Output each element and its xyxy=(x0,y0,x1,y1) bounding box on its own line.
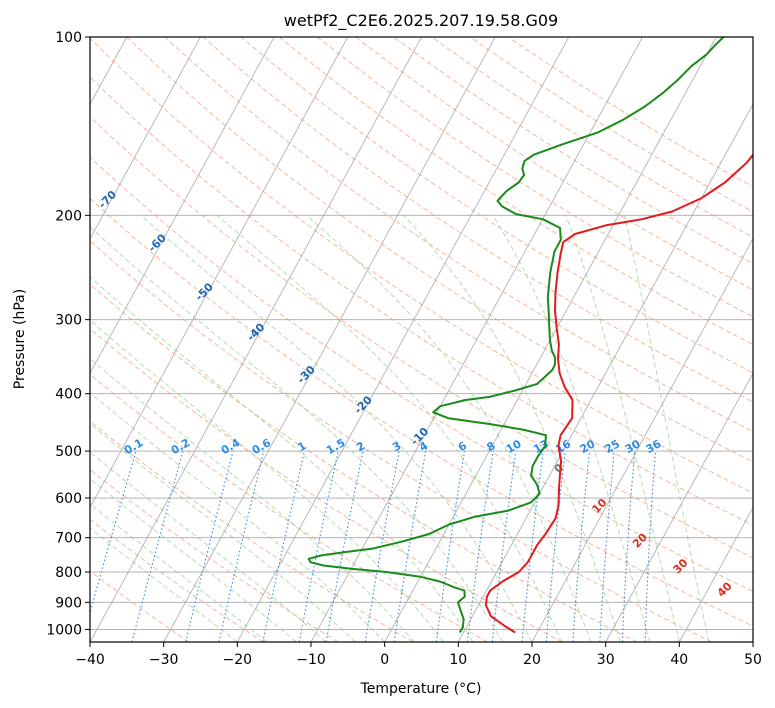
dry-adiabat xyxy=(90,283,638,642)
moist-adiabat xyxy=(90,478,297,642)
moist-adiabat xyxy=(492,215,651,642)
mixing-ratio-line xyxy=(185,450,234,642)
x-tick-label: 30 xyxy=(597,652,615,668)
dry-adiabat xyxy=(278,37,753,346)
plot-frame xyxy=(89,36,754,643)
moist-adiabat xyxy=(90,319,444,642)
mixing-ratio-line xyxy=(435,451,466,642)
moist-adiabat xyxy=(140,214,533,642)
isotherm-line xyxy=(90,37,275,375)
axes: −40 −30 −20 −10 0 10 20 30 40 50 100 200 300 400 500 60… xyxy=(46,30,762,668)
dry-adiabat xyxy=(355,37,753,291)
dry-adiabat xyxy=(317,37,753,318)
isotherm-line xyxy=(605,372,753,642)
dry-adiabat xyxy=(90,37,753,494)
isotherm-line xyxy=(163,37,496,642)
dry-adiabat xyxy=(90,240,712,642)
x-axis-title: Temperature (°C) xyxy=(360,681,482,697)
background-lines xyxy=(90,37,753,642)
dry-adiabat xyxy=(90,328,563,642)
y-tick-label: 1000 xyxy=(46,622,82,638)
x-tick-label: −10 xyxy=(296,652,326,668)
dry-adiabat xyxy=(90,116,753,559)
moist-adiabat xyxy=(216,214,562,642)
dry-adiabat xyxy=(126,37,753,463)
moist-adiabat xyxy=(90,392,386,642)
isotherm-line xyxy=(236,37,570,642)
mixing-ratio-line xyxy=(218,450,265,642)
x-tick-label: −30 xyxy=(149,652,179,668)
x-tick-label: 40 xyxy=(670,652,688,668)
x-tick-label: 0 xyxy=(380,652,389,668)
x-tick-label: −20 xyxy=(223,652,253,668)
dewpoint-line xyxy=(307,37,725,633)
dry-adiabat xyxy=(90,373,488,642)
dry-adiabat xyxy=(90,197,753,627)
moist-adiabat xyxy=(90,357,415,642)
x-tick-label: 10 xyxy=(449,652,467,668)
plot-area: 0.10.20.40.611.52346810131620253036-100-… xyxy=(90,37,753,642)
dry-adiabat xyxy=(90,156,753,593)
mixing-ratio-line xyxy=(466,451,494,642)
isotherm-line xyxy=(310,37,643,642)
moist-adiabat xyxy=(90,503,268,642)
y-tick-label: 800 xyxy=(55,565,82,581)
moist-adiabat xyxy=(90,451,327,642)
dry-adiabat xyxy=(90,570,190,642)
dry-adiabat xyxy=(90,469,339,642)
moist-adiabat xyxy=(90,226,503,642)
mixing-ratio-line xyxy=(491,451,517,642)
y-tick-label: 700 xyxy=(55,531,82,547)
y-tick-label: 200 xyxy=(55,208,82,224)
isotherm-line xyxy=(90,37,422,642)
dry-adiabat xyxy=(240,37,753,374)
isotherm-line xyxy=(457,103,753,642)
x-tick-label: 20 xyxy=(523,652,541,668)
mixing-ratio-line xyxy=(262,450,305,642)
y-tick-label: 900 xyxy=(55,595,82,611)
moist-adiabat xyxy=(624,215,710,642)
x-tick-label: 50 xyxy=(744,652,762,668)
mixing-ratio-line xyxy=(572,451,591,642)
isotherm-line xyxy=(90,37,349,509)
moist-adiabat xyxy=(565,215,680,642)
chart-title: wetPf2_C2E6.2025.207.19.58.G09 xyxy=(284,11,558,31)
mixing-ratio-line xyxy=(131,450,184,642)
dry-adiabat xyxy=(90,518,264,642)
mixing-ratio-line xyxy=(90,450,137,615)
y-tick-label: 500 xyxy=(55,444,82,460)
isotherm-line xyxy=(90,37,201,240)
mixing-ratio-lines: 0.1 0.2 0.4 0.6 1 1.5 2 3 4 6 8 10 13 16 20 25 30 36 xyxy=(90,436,664,642)
isotherm-line xyxy=(531,237,753,642)
y-tick-label: 300 xyxy=(55,313,82,329)
y-tick-label: 600 xyxy=(55,491,82,507)
y-tick-label: 400 xyxy=(55,387,82,403)
y-tick-label: 100 xyxy=(55,30,82,46)
moist-adiabat xyxy=(306,214,592,642)
isotherm-line xyxy=(678,506,753,642)
y-axis-title: Pressure (hPa) xyxy=(12,289,28,389)
mixing-ratio-line xyxy=(545,451,566,642)
temperature-line xyxy=(484,153,753,634)
x-tick-label: −40 xyxy=(75,652,105,668)
